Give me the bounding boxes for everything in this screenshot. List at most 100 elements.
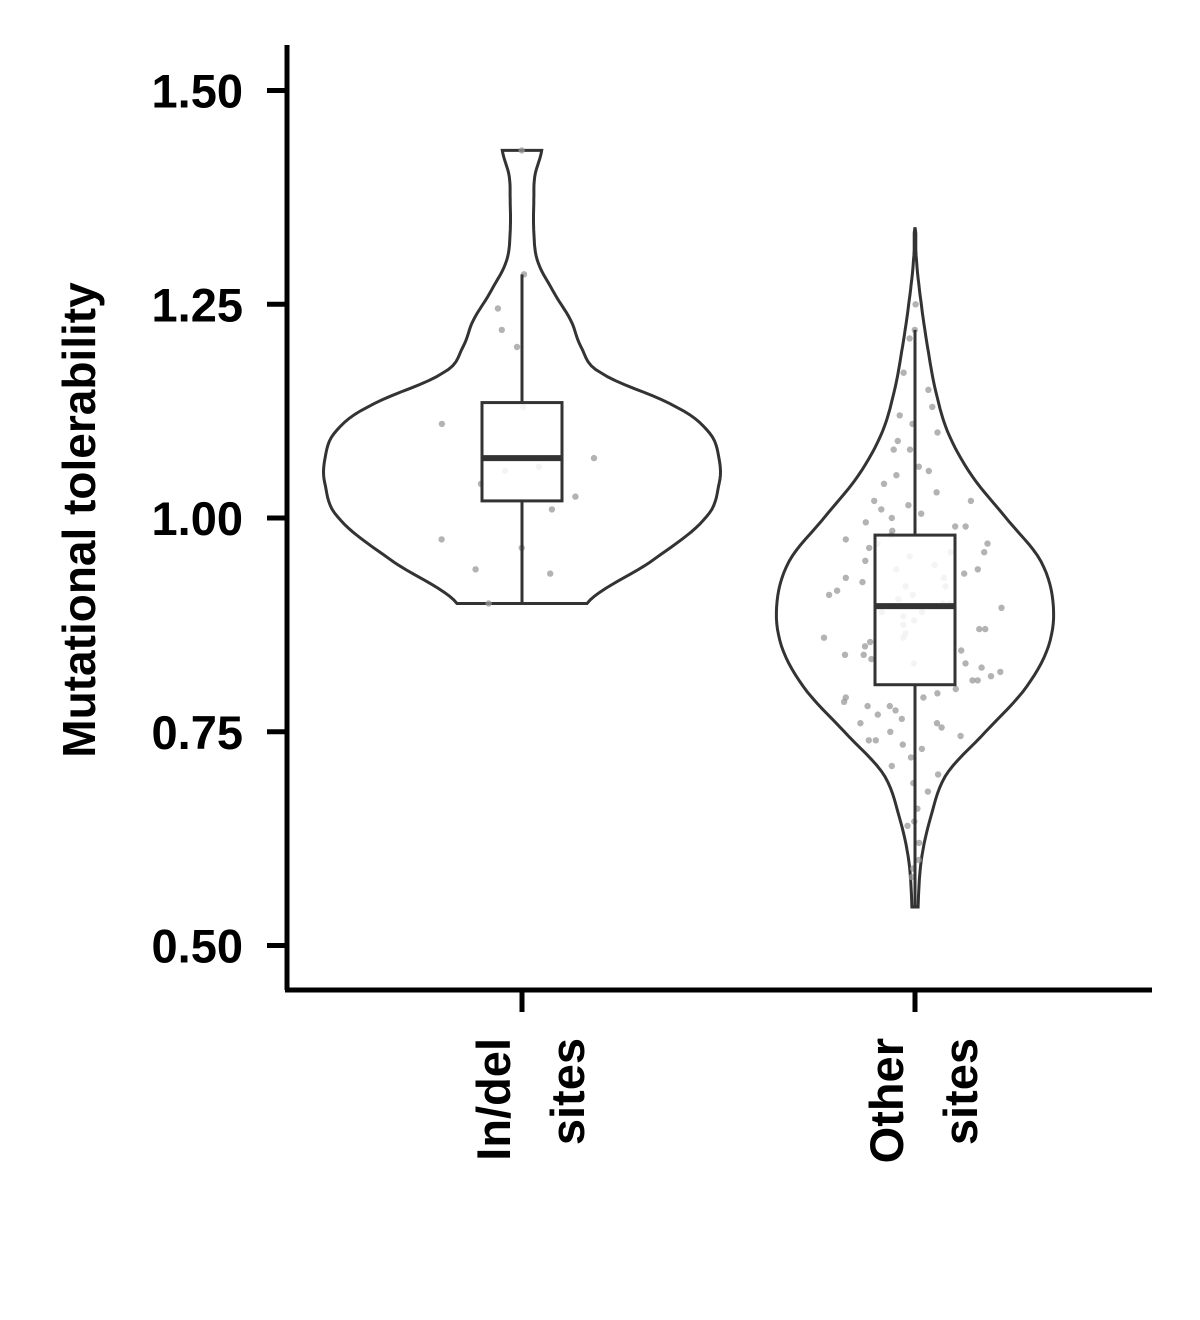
data-point bbox=[890, 446, 897, 453]
data-point bbox=[915, 839, 923, 847]
data-point bbox=[898, 715, 905, 723]
data-point bbox=[952, 523, 959, 530]
data-point bbox=[894, 437, 901, 445]
y-axis-title: Mutational tolerability bbox=[53, 282, 105, 758]
data-point bbox=[962, 523, 969, 530]
data-point bbox=[933, 720, 941, 727]
data-point bbox=[918, 745, 926, 753]
data-point bbox=[862, 519, 869, 526]
data-point bbox=[860, 651, 867, 658]
data-point bbox=[888, 514, 895, 522]
data-point bbox=[962, 660, 969, 667]
data-point bbox=[997, 668, 1004, 676]
y-tick-label: 1.00 bbox=[152, 492, 243, 545]
data-point bbox=[438, 536, 445, 543]
data-point bbox=[862, 557, 869, 564]
data-point bbox=[978, 664, 985, 671]
data-point bbox=[900, 369, 907, 376]
data-point bbox=[841, 651, 849, 658]
data-point bbox=[867, 638, 874, 646]
data-point bbox=[494, 305, 502, 312]
data-point bbox=[878, 506, 885, 513]
data-point bbox=[896, 412, 903, 419]
data-point bbox=[842, 694, 849, 701]
data-point bbox=[998, 604, 1005, 611]
data-point bbox=[929, 403, 936, 411]
data-point bbox=[984, 540, 991, 547]
data-point bbox=[912, 301, 919, 308]
data-point bbox=[961, 570, 968, 577]
data-point bbox=[906, 446, 914, 453]
data-point bbox=[825, 591, 833, 599]
data-point bbox=[842, 536, 849, 543]
data-point bbox=[958, 647, 965, 654]
data-point bbox=[518, 147, 525, 154]
data-point bbox=[976, 625, 983, 633]
data-point bbox=[920, 694, 927, 701]
y-tick-label: 0.75 bbox=[152, 706, 243, 759]
data-point bbox=[934, 771, 942, 778]
x-tick-label-line: In/del bbox=[467, 1038, 520, 1161]
data-point bbox=[888, 762, 895, 770]
data-point bbox=[590, 454, 598, 462]
data-point bbox=[981, 549, 988, 556]
x-tick-label-2: Other sites bbox=[860, 1038, 987, 1163]
data-point bbox=[498, 326, 505, 334]
data-point bbox=[957, 732, 964, 740]
data-point bbox=[886, 702, 893, 710]
box-1 bbox=[480, 401, 564, 503]
x-tick-label-line: sites bbox=[541, 1038, 594, 1145]
y-tick-label: 0.50 bbox=[152, 920, 243, 973]
data-point bbox=[547, 570, 554, 577]
data-point bbox=[438, 420, 446, 428]
data-point bbox=[861, 643, 869, 650]
data-point bbox=[952, 685, 959, 693]
data-point bbox=[842, 574, 849, 581]
data-point bbox=[485, 600, 492, 607]
data-point bbox=[906, 335, 913, 342]
data-point bbox=[874, 711, 881, 718]
x-tick-label-line: sites bbox=[934, 1038, 987, 1145]
data-point bbox=[833, 587, 841, 594]
axes: 0.50 0.75 1.00 1.25 1.50 In/del sites Other site… bbox=[152, 45, 1152, 1163]
data-point bbox=[974, 566, 981, 573]
data-point bbox=[892, 707, 899, 714]
data-point bbox=[868, 655, 875, 663]
data-point bbox=[915, 856, 922, 864]
data-point bbox=[887, 728, 894, 735]
data-point bbox=[934, 429, 941, 436]
data-point bbox=[925, 386, 932, 393]
data-point bbox=[918, 510, 925, 517]
data-point bbox=[982, 625, 989, 633]
data-point bbox=[548, 506, 556, 513]
data-point bbox=[907, 754, 915, 761]
x-tick-label-1: In/del sites bbox=[467, 1038, 594, 1161]
data-point bbox=[872, 737, 879, 744]
data-point bbox=[880, 480, 888, 487]
box-2 bbox=[873, 533, 957, 687]
data-point bbox=[864, 702, 871, 710]
data-point bbox=[871, 497, 878, 505]
data-point bbox=[908, 873, 915, 881]
data-point bbox=[904, 822, 911, 829]
data-point bbox=[857, 720, 864, 727]
data-point bbox=[933, 489, 940, 496]
data-point bbox=[924, 788, 932, 795]
y-tick-label: 1.50 bbox=[152, 65, 243, 118]
data-point bbox=[472, 566, 479, 573]
data-point bbox=[865, 737, 872, 744]
data-point bbox=[934, 690, 941, 697]
plot-area bbox=[321, 147, 1056, 909]
data-point bbox=[915, 463, 922, 470]
data-point bbox=[974, 677, 981, 684]
data-point bbox=[967, 497, 975, 505]
data-point bbox=[899, 741, 906, 748]
data-point bbox=[866, 544, 873, 552]
data-point bbox=[905, 502, 912, 509]
data-point bbox=[820, 634, 828, 641]
data-point bbox=[572, 493, 579, 500]
data-point bbox=[969, 677, 976, 684]
data-point bbox=[925, 467, 932, 475]
data-point bbox=[938, 724, 945, 731]
